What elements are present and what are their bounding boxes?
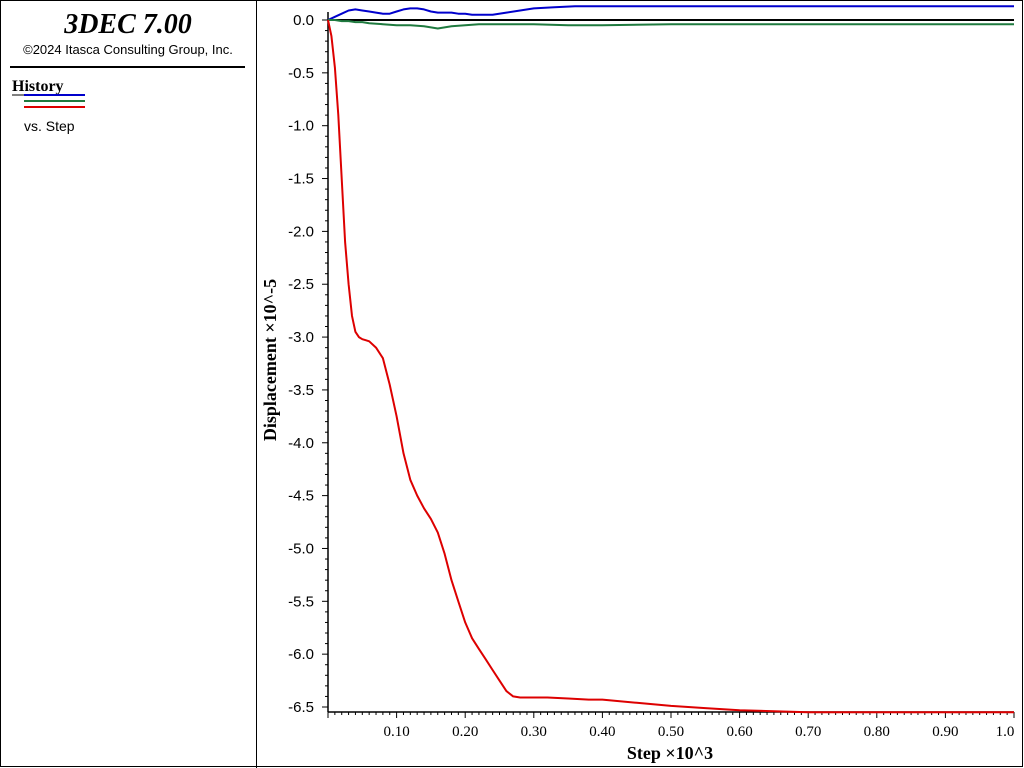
app-title: 3DEC 7.00 (63, 9, 192, 40)
copyright-notice: ©2024 Itasca Consulting Group, Inc. (23, 42, 233, 57)
y-tick-label: -0.5 (288, 65, 314, 82)
legend-heading: History (12, 78, 64, 95)
series-group (327, 5, 1014, 714)
series-red-line (327, 19, 1014, 714)
x-tick-label: 0.90 (932, 724, 958, 740)
y-tick-label: -1.0 (288, 118, 314, 135)
y-axis-label: Displacement ×10^-5 (260, 279, 280, 441)
x-tick-label: 0.20 (452, 724, 478, 740)
y-tick-label: -4.0 (288, 435, 314, 452)
y-tick-label: -3.0 (288, 329, 314, 346)
y-tick-label: -6.0 (288, 646, 314, 663)
y-tick-label: -4.5 (288, 488, 314, 505)
series-green-line (328, 19, 1014, 30)
x-tick-label: 0.70 (795, 724, 821, 740)
y-tick-label: 0.0 (293, 12, 314, 29)
legend-subtitle: vs. Step (24, 118, 75, 134)
y-tick-label: -5.0 (288, 540, 314, 557)
legend-panel: 3DEC 7.00 ©2024 Itasca Consulting Group,… (10, 9, 245, 134)
x-tick-label: 0.30 (521, 724, 547, 740)
y-tick-label: -2.0 (288, 223, 314, 240)
y-tick-label: -6.5 (288, 699, 314, 716)
x-tick-label: 0.40 (589, 724, 615, 740)
y-tick-label: -1.5 (288, 171, 314, 188)
y-tick-label: -3.5 (288, 382, 314, 399)
y-tick-label: -2.5 (288, 276, 314, 293)
x-tick-label: 0.60 (726, 724, 752, 740)
x-axis-label: Step ×10^3 (627, 743, 713, 763)
axis-ticks: 0.0 -0.5 -1.0 -1.5 -2.0 -2.5 -3.0 -3.5 -4.0 -4.5 -… (288, 12, 1015, 740)
y-tick-label: -5.5 (288, 593, 314, 610)
x-tick-label: 0.50 (658, 724, 684, 740)
x-tick-label: 1.0 (996, 724, 1015, 740)
x-tick-label: 0.10 (383, 724, 409, 740)
series-blue-line (327, 5, 1014, 21)
x-tick-label: 0.80 (864, 724, 890, 740)
displacement-chart: 0.0 -0.5 -1.0 -1.5 -2.0 -2.5 -3.0 -3.5 -4.0 -4.5 -… (260, 5, 1015, 763)
